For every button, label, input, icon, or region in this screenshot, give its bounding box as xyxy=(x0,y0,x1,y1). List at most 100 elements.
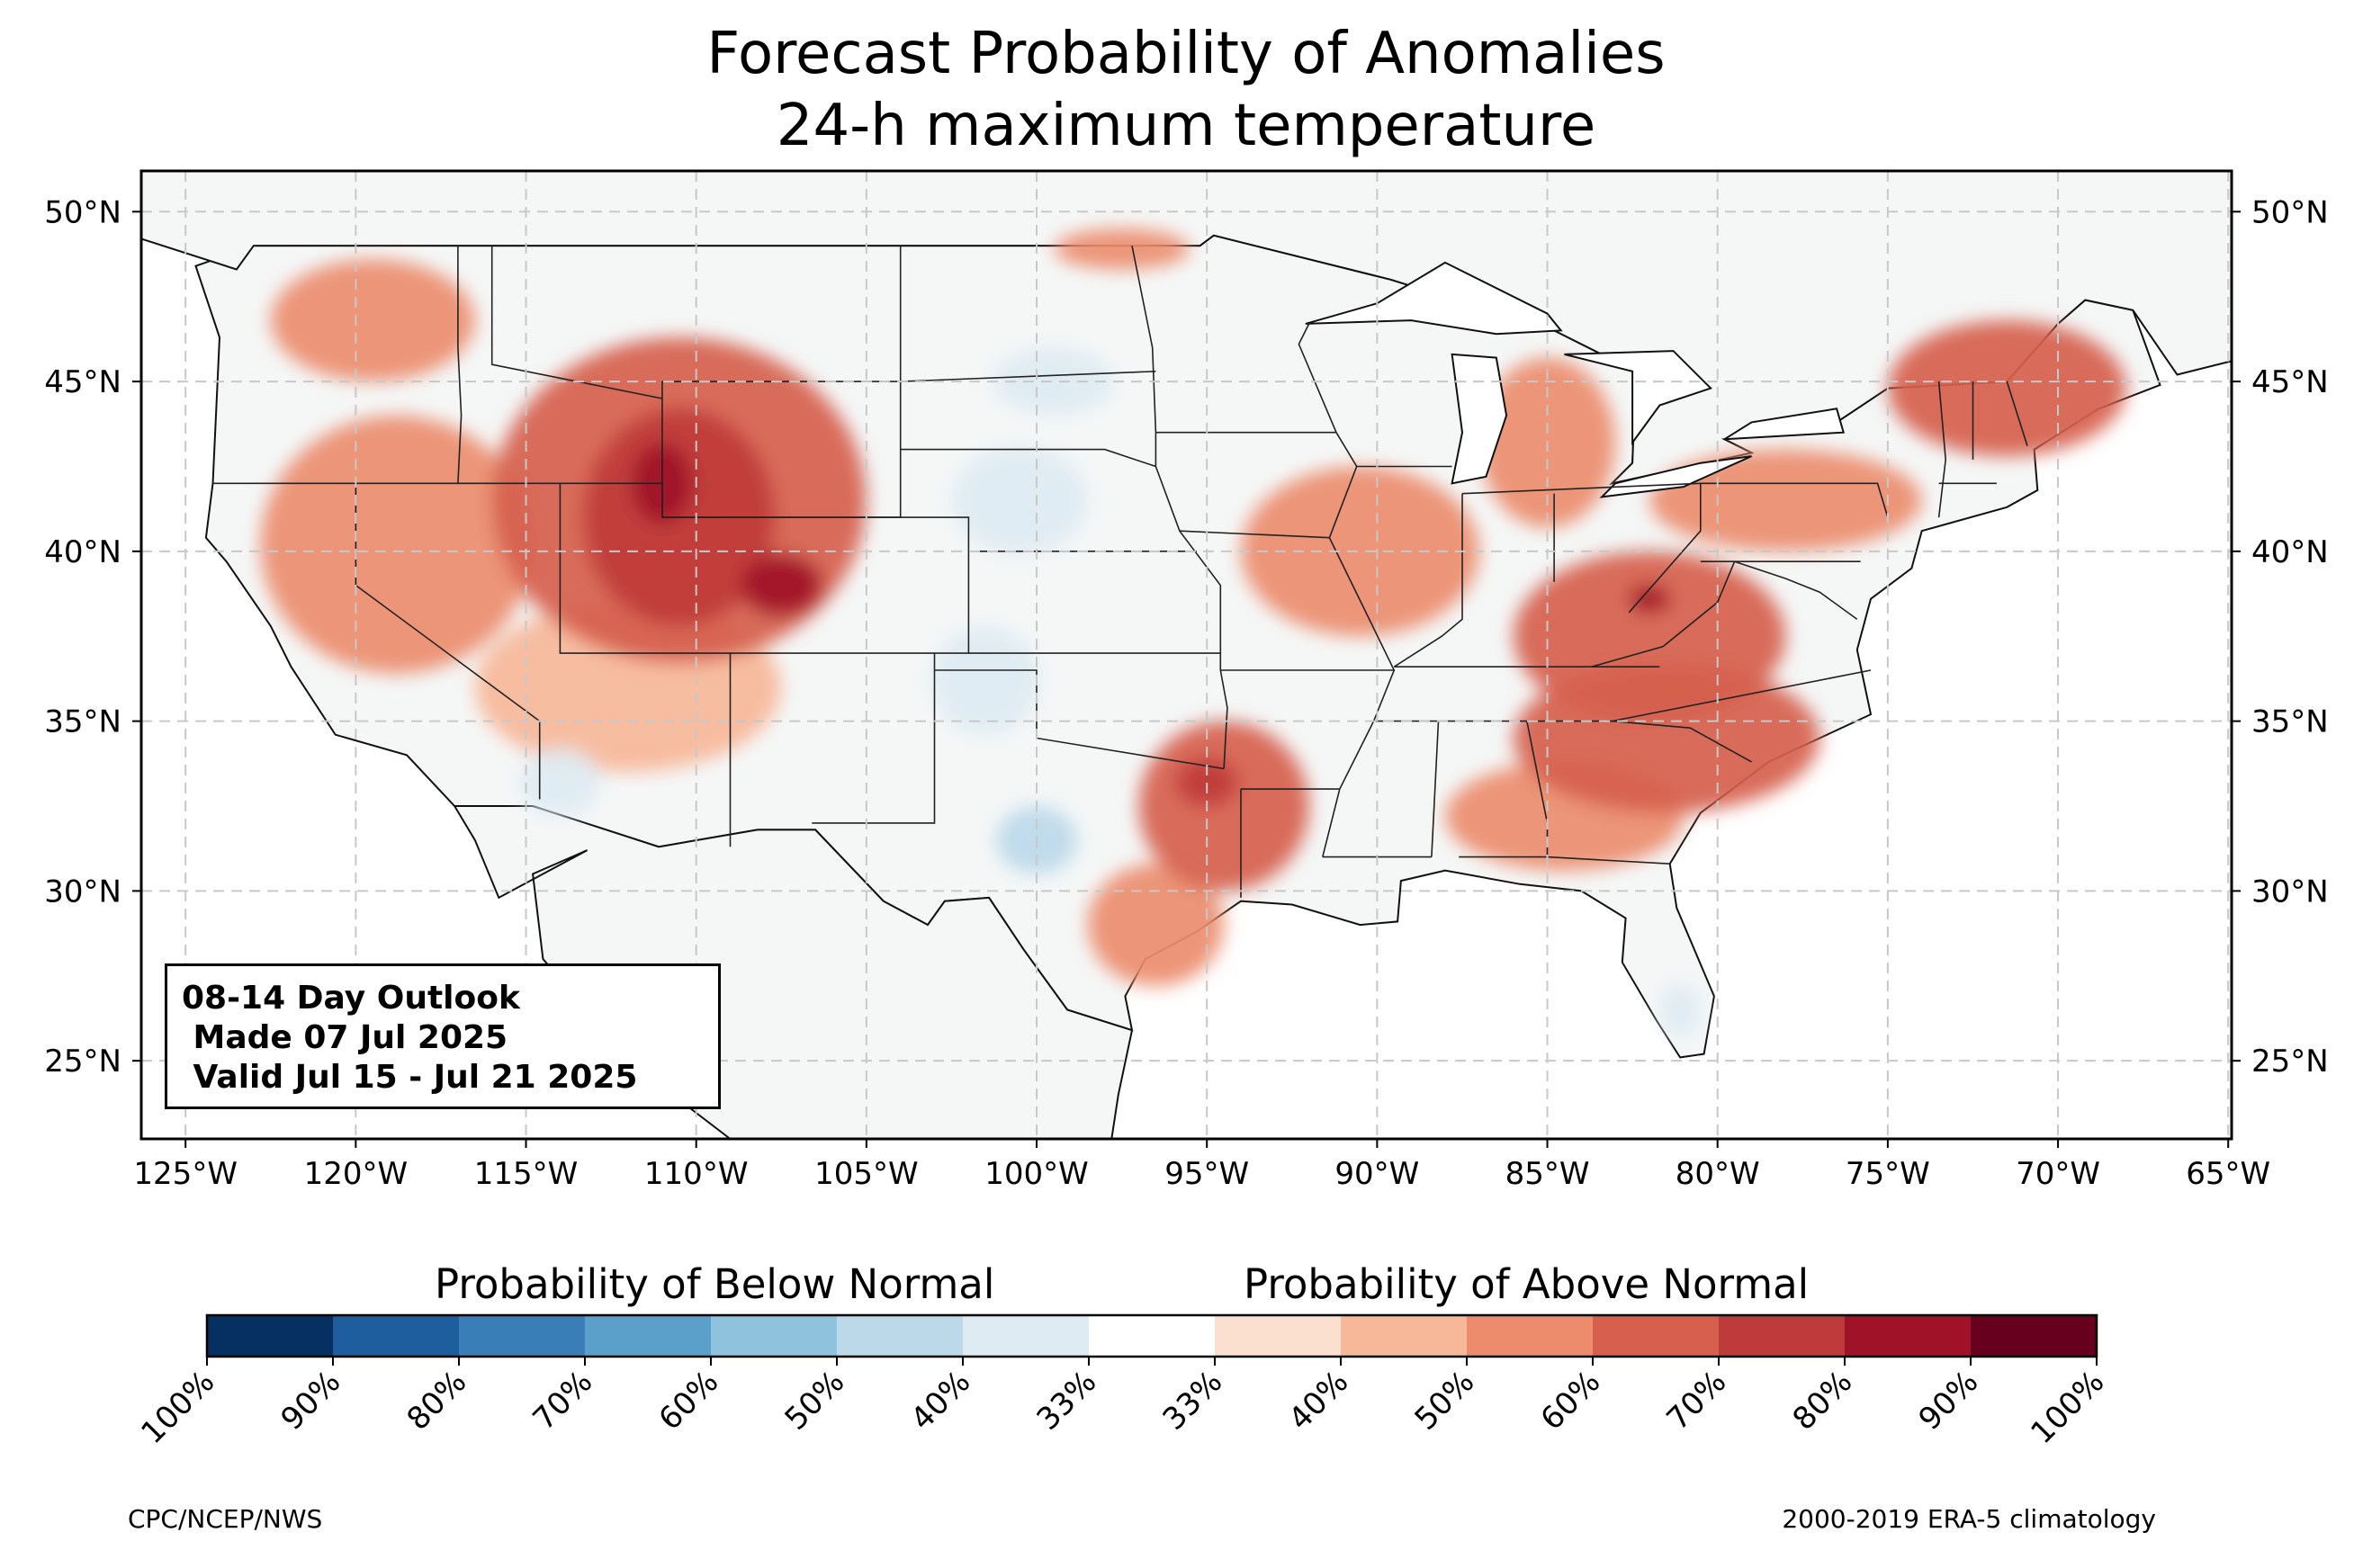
lat-tick-label-right: 30°N xyxy=(2251,874,2329,909)
lon-tick-label: 100°W xyxy=(984,1156,1089,1192)
state-border-line xyxy=(1298,323,1396,857)
colorbar-swatch xyxy=(837,1315,964,1357)
state-border-line xyxy=(730,516,970,654)
lat-tick-label-left: 40°N xyxy=(44,534,121,570)
colorbar-below-title: Probability of Below Normal xyxy=(435,1260,995,1308)
state-border-line xyxy=(1461,482,1701,495)
colorbar-tick-label: 40% xyxy=(904,1364,978,1438)
above-normal-area xyxy=(260,415,534,674)
lon-tick-label: 115°W xyxy=(474,1156,579,1192)
lat-tick-label-left: 50°N xyxy=(44,194,121,230)
anomaly-probability-layer xyxy=(260,228,2126,1037)
state-border-line xyxy=(490,246,663,399)
great-lakes xyxy=(1305,261,1846,498)
state-border-line xyxy=(559,483,732,847)
colorbar: 100% 90% 80% 70% 60% 50% 40% 33% 33% 40% 50% 60% 70%… xyxy=(134,1313,2111,1451)
colorbar-tick-label: 80% xyxy=(1786,1364,1860,1438)
colorbar-swatch xyxy=(1845,1315,1972,1357)
state-border-line xyxy=(1612,720,1752,763)
colorbar-tick-label: 90% xyxy=(274,1364,348,1438)
below-normal-area xyxy=(518,748,601,817)
state-border-line xyxy=(1628,483,1702,614)
above-normal-area xyxy=(1138,721,1309,892)
colorbar-tick-label: 60% xyxy=(652,1364,726,1438)
below-normal-area xyxy=(992,347,1116,416)
colorbar-tick-label: 50% xyxy=(1408,1364,1482,1438)
above-normal-area xyxy=(1087,864,1225,987)
colorbar-tick-label: 40% xyxy=(1282,1364,1356,1438)
lon-tick-label: 120°W xyxy=(304,1156,409,1192)
colorbar-tick-label: 33% xyxy=(1156,1364,1230,1438)
above-normal-area xyxy=(1649,449,1922,551)
lat-tick-label-left: 35°N xyxy=(44,704,121,740)
colorbar-tick-label: 90% xyxy=(1912,1364,1986,1438)
lon-tick-label: 95°W xyxy=(1164,1156,1249,1192)
state-border-line xyxy=(1591,560,1736,668)
colorbar-swatch xyxy=(585,1315,712,1357)
colorbar-tick-label: 60% xyxy=(1534,1364,1608,1438)
chart-title: Forecast Probability of Anomalies xyxy=(706,21,1666,87)
above-normal-area xyxy=(1887,320,2126,457)
above-normal-area xyxy=(1053,228,1190,270)
colorbar-swatch xyxy=(1467,1315,1594,1357)
lon-tick-label: 80°W xyxy=(1676,1156,1760,1192)
colorbar-tick-label: 50% xyxy=(778,1364,852,1438)
colorbar-tick-label: 70% xyxy=(526,1364,600,1438)
colorbar-swatch xyxy=(963,1315,1090,1357)
colorbar-swatch xyxy=(1971,1315,2098,1357)
below-normal-area xyxy=(951,445,1088,555)
colorbar-swatch xyxy=(1215,1315,1342,1357)
colorbar-tick-label: 33% xyxy=(1030,1364,1104,1438)
above-normal-area xyxy=(1176,758,1238,807)
colorbar-tick-label: 80% xyxy=(400,1364,474,1438)
colorbar-swatch xyxy=(1719,1315,1846,1357)
below-normal-area xyxy=(930,625,1040,735)
lat-tick-label-right: 35°N xyxy=(2251,704,2329,740)
above-normal-area xyxy=(270,259,475,382)
colorbar-swatch xyxy=(711,1315,838,1357)
colorbar-swatch xyxy=(1341,1315,1468,1357)
outlook-made-date: Made 07 Jul 2025 xyxy=(182,1019,508,1056)
state-border-line xyxy=(812,653,936,824)
above-normal-area xyxy=(740,554,822,616)
lon-tick-label: 125°W xyxy=(133,1156,238,1192)
lon-tick-label: 75°W xyxy=(1846,1156,1930,1192)
colorbar-swatch xyxy=(1089,1315,1216,1357)
lat-tick-label-left: 45°N xyxy=(44,364,121,400)
credit-agency: CPC/NCEP/NWS xyxy=(128,1504,323,1534)
above-normal-area xyxy=(1629,585,1670,613)
state-border-line xyxy=(1700,482,1889,518)
credit-climatology: 2000-2019 ERA-5 climatology xyxy=(1782,1504,2156,1534)
state-border-line xyxy=(934,669,1225,770)
colorbar-swatch xyxy=(459,1315,586,1357)
outlook-info-box: 08-14 Day Outlook Made 07 Jul 2025 Valid… xyxy=(165,963,721,1109)
state-border-line xyxy=(900,371,1156,382)
colorbar-swatch xyxy=(1593,1315,1720,1357)
lon-tick-label: 110°W xyxy=(644,1156,749,1192)
lon-tick-label: 90°W xyxy=(1334,1156,1419,1192)
lat-tick-label-left: 25°N xyxy=(44,1044,121,1080)
longitude-ticks: 125°W 120°W 115°W 110°W 105°W 100°W 95°W 90°W 85… xyxy=(133,1139,2270,1192)
above-normal-area xyxy=(1513,663,1820,813)
lon-tick-label: 65°W xyxy=(2186,1156,2270,1192)
state-border-line xyxy=(1547,856,1670,865)
chart-subtitle: 24-h maximum temperature xyxy=(776,93,1596,159)
below-normal-area xyxy=(1659,982,1701,1037)
state-border-line xyxy=(1179,530,1330,539)
outlook-valid-dates: Valid Jul 15 - Jul 21 2025 xyxy=(182,1059,638,1096)
lat-tick-label-right: 50°N xyxy=(2251,194,2329,230)
latitude-ticks: 50°N 50°N 45°N 45°N 40°N 40°N 35°N 35°N 30°N 30°N… xyxy=(44,194,2328,1080)
state-border-line xyxy=(1734,560,1858,621)
state-border-line xyxy=(661,483,731,518)
lon-tick-label: 70°W xyxy=(2016,1156,2100,1192)
map-frame xyxy=(139,169,2233,1141)
state-border-line xyxy=(1393,493,1463,668)
lat-tick-label-left: 30°N xyxy=(44,874,121,909)
colorbar-frame xyxy=(205,1313,2098,1358)
lat-tick-label-right: 45°N xyxy=(2251,364,2329,400)
lat-tick-label-right: 40°N xyxy=(2251,534,2329,570)
state-border-line xyxy=(2006,381,2028,447)
colorbar-swatch xyxy=(207,1315,334,1357)
outlook-period: 08-14 Day Outlook xyxy=(182,980,520,1017)
